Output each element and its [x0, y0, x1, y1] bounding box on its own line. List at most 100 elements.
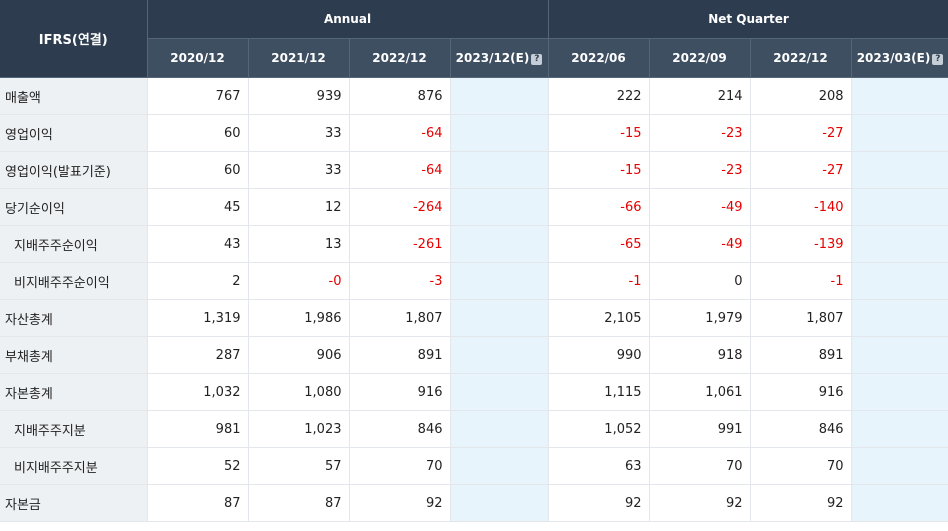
- value-cell: 45: [147, 188, 249, 226]
- value-cell: 767: [147, 77, 249, 115]
- estimate-cell: [851, 447, 948, 485]
- value-cell: 939: [248, 77, 350, 115]
- table-row: 매출액 767 939 876 222 214 208: [0, 77, 948, 115]
- estimate-cell: [450, 225, 549, 263]
- value-cell: 891: [349, 336, 451, 374]
- period-label: 2023/12(E): [455, 51, 530, 65]
- estimate-cell: [450, 77, 549, 115]
- value-cell: 33: [248, 151, 350, 189]
- value-cell: 2,105: [548, 299, 650, 337]
- estimate-cell: [851, 410, 948, 448]
- estimate-cell: [450, 114, 549, 152]
- quarter-group-header: Net Quarter: [548, 0, 948, 39]
- row-label[interactable]: 비지배주주순이익: [0, 262, 148, 300]
- value-cell: 0: [649, 262, 751, 300]
- estimate-cell: [851, 484, 948, 522]
- value-cell: 57: [248, 447, 350, 485]
- ifrs-corner-header: IFRS(연결): [0, 0, 148, 78]
- table-header: IFRS(연결) Annual Net Quarter 2020/12 2021/…: [0, 0, 948, 78]
- value-cell: 1,986: [248, 299, 350, 337]
- period-label: 2020/12: [170, 51, 225, 65]
- period-label: 2022/09: [672, 51, 727, 65]
- estimate-cell: [851, 225, 948, 263]
- table-row: 지배주주지분 981 1,023 846 1,052 991 846: [0, 410, 948, 448]
- value-cell: 991: [649, 410, 751, 448]
- value-cell: 70: [349, 447, 451, 485]
- value-cell: 1,319: [147, 299, 249, 337]
- value-cell: 876: [349, 77, 451, 115]
- row-label[interactable]: 자본총계: [0, 373, 148, 411]
- value-cell: -3: [349, 262, 451, 300]
- period-label: 2022/12: [773, 51, 828, 65]
- value-cell: 916: [750, 373, 852, 411]
- estimate-cell: [450, 262, 549, 300]
- row-label[interactable]: 영업이익(발표기준): [0, 151, 148, 189]
- period-header: 2022/12: [750, 38, 852, 78]
- period-header-row: 2020/12 2021/12 2022/12 2023/12(E)? 2022/06 2…: [0, 38, 948, 78]
- value-cell: 92: [649, 484, 751, 522]
- annual-group-header: Annual: [147, 0, 549, 39]
- value-cell: 990: [548, 336, 650, 374]
- period-header: 2023/03(E)?: [851, 38, 948, 78]
- value-cell: 287: [147, 336, 249, 374]
- table-row: 비지배주주지분 52 57 70 63 70 70: [0, 447, 948, 485]
- value-cell: -1: [548, 262, 650, 300]
- value-cell: 33: [248, 114, 350, 152]
- value-cell: -15: [548, 151, 650, 189]
- value-cell: 1,807: [750, 299, 852, 337]
- value-cell: 87: [147, 484, 249, 522]
- estimate-cell: [851, 336, 948, 374]
- value-cell: 43: [147, 225, 249, 263]
- estimate-cell: [851, 373, 948, 411]
- value-cell: 52: [147, 447, 249, 485]
- value-cell: 981: [147, 410, 249, 448]
- value-cell: 92: [750, 484, 852, 522]
- row-label[interactable]: 자산총계: [0, 299, 148, 337]
- row-label[interactable]: 지배주주순이익: [0, 225, 148, 263]
- value-cell: -1: [750, 262, 852, 300]
- row-label[interactable]: 영업이익: [0, 114, 148, 152]
- row-label[interactable]: 비지배주주지분: [0, 447, 148, 485]
- period-header: 2020/12: [147, 38, 249, 78]
- estimate-cell: [851, 151, 948, 189]
- estimate-cell: [450, 373, 549, 411]
- value-cell: 12: [248, 188, 350, 226]
- value-cell: 60: [147, 151, 249, 189]
- value-cell: 1,023: [248, 410, 350, 448]
- table-body: 매출액 767 939 876 222 214 208 영업이익 60 33 -64 -15 -23 -2…: [0, 77, 948, 522]
- value-cell: 1,052: [548, 410, 650, 448]
- value-cell: -27: [750, 151, 852, 189]
- value-cell: -264: [349, 188, 451, 226]
- row-label[interactable]: 자본금: [0, 484, 148, 522]
- value-cell: 222: [548, 77, 650, 115]
- estimate-cell: [450, 336, 549, 374]
- table-row: 영업이익 60 33 -64 -15 -23 -27: [0, 114, 948, 152]
- estimate-cell: [851, 299, 948, 337]
- table-row: 자산총계 1,319 1,986 1,807 2,105 1,979 1,807: [0, 299, 948, 337]
- table-row: 영업이익(발표기준) 60 33 -64 -15 -23 -27: [0, 151, 948, 189]
- value-cell: -66: [548, 188, 650, 226]
- value-cell: 891: [750, 336, 852, 374]
- period-label: 2022/12: [372, 51, 427, 65]
- help-icon[interactable]: ?: [531, 54, 543, 65]
- row-label[interactable]: 부채총계: [0, 336, 148, 374]
- table-row: 자본총계 1,032 1,080 916 1,115 1,061 916: [0, 373, 948, 411]
- value-cell: 87: [248, 484, 350, 522]
- value-cell: 1,061: [649, 373, 751, 411]
- value-cell: -65: [548, 225, 650, 263]
- help-icon[interactable]: ?: [932, 54, 944, 65]
- period-header: 2023/12(E)?: [450, 38, 549, 78]
- row-label[interactable]: 지배주주지분: [0, 410, 148, 448]
- estimate-cell: [851, 77, 948, 115]
- value-cell: 846: [349, 410, 451, 448]
- row-label[interactable]: 당기순이익: [0, 188, 148, 226]
- value-cell: 92: [548, 484, 650, 522]
- value-cell: -49: [649, 225, 751, 263]
- value-cell: -261: [349, 225, 451, 263]
- period-label: 2022/06: [571, 51, 626, 65]
- table-row: 자본금 87 87 92 92 92 92: [0, 484, 948, 522]
- value-cell: 92: [349, 484, 451, 522]
- value-cell: 13: [248, 225, 350, 263]
- row-label[interactable]: 매출액: [0, 77, 148, 115]
